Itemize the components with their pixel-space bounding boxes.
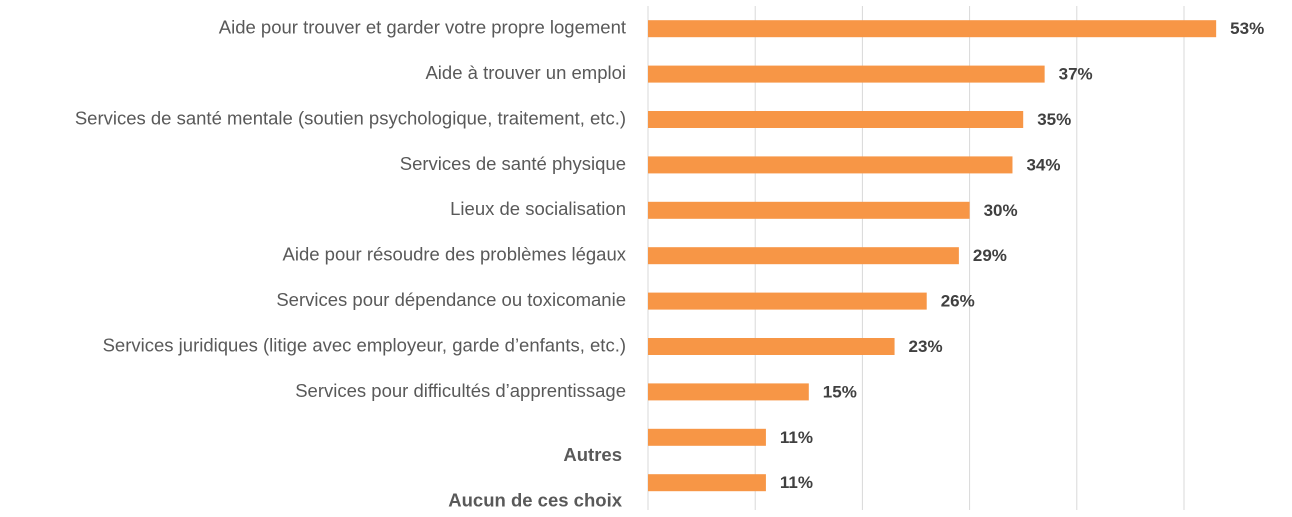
- category-label: Aucun de ces choix: [448, 490, 622, 511]
- value-label: 29%: [973, 246, 1007, 265]
- category-label: Services de santé mentale (soutien psych…: [75, 107, 626, 128]
- bar: [648, 20, 1217, 38]
- category-label: Services de santé physique: [400, 153, 626, 174]
- bar: [648, 156, 1013, 174]
- bar: [648, 383, 809, 401]
- bar: [648, 111, 1024, 128]
- value-label: 11%: [780, 428, 813, 447]
- bar: [648, 338, 895, 355]
- category-label: Autres: [563, 444, 622, 465]
- value-label: 11%: [780, 473, 813, 492]
- bar: [648, 428, 766, 446]
- category-label: Aide à trouver un emploi: [425, 62, 626, 83]
- value-label: 30%: [984, 201, 1018, 220]
- value-label: 23%: [909, 337, 943, 356]
- bar: [648, 292, 927, 310]
- value-label: 53%: [1230, 19, 1264, 38]
- value-label: 15%: [823, 382, 857, 401]
- category-label: Lieux de socialisation: [450, 198, 626, 219]
- value-label: 37%: [1059, 65, 1093, 84]
- bar: [648, 247, 959, 265]
- category-label: Services juridiques (litige avec employe…: [103, 334, 626, 355]
- category-label: Services pour dépendance ou toxicomanie: [276, 289, 626, 310]
- value-label: 26%: [941, 292, 975, 311]
- bar: [648, 65, 1045, 83]
- value-label: 34%: [1026, 155, 1060, 174]
- category-label: Services pour difficultés d’apprentissag…: [295, 380, 626, 401]
- value-label: 35%: [1037, 110, 1071, 129]
- bar: [648, 201, 970, 219]
- category-label: Aide pour trouver et garder votre propre…: [219, 17, 626, 38]
- bar: [648, 474, 766, 492]
- category-label: Aide pour résoudre des problèmes légaux: [283, 244, 627, 265]
